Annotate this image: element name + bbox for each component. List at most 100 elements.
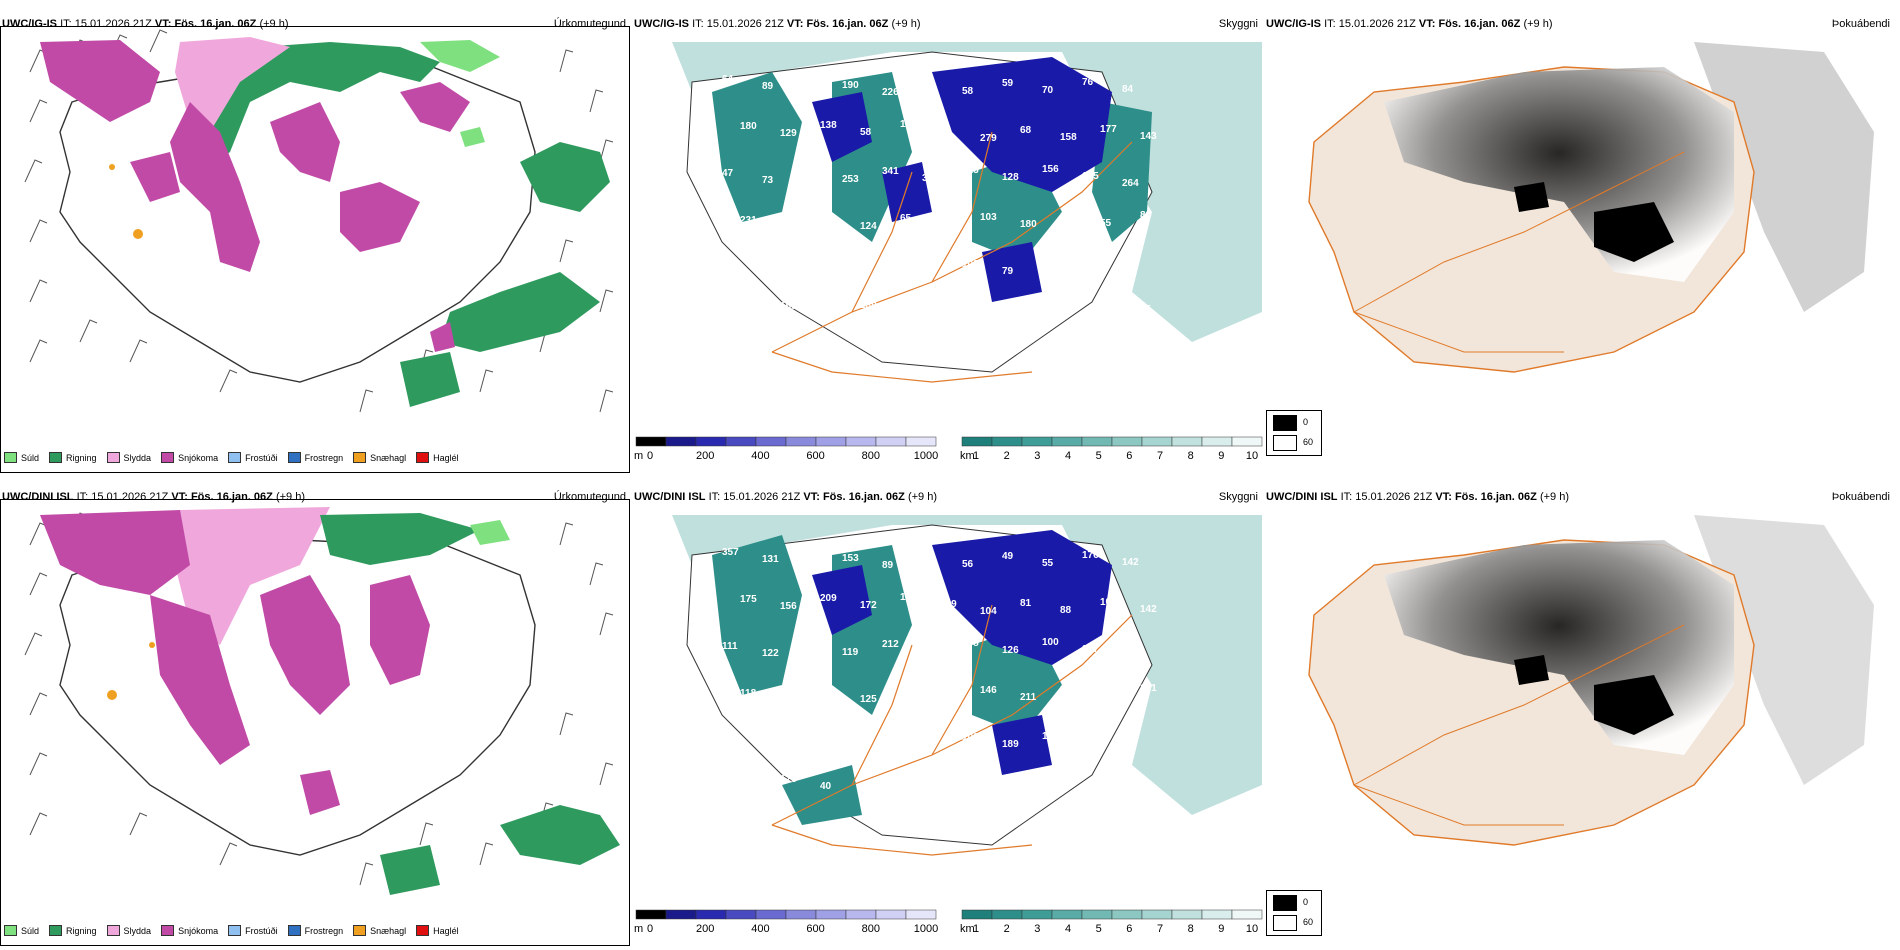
colorbar-cell [1021, 909, 1053, 920]
graupel-dots [109, 164, 143, 239]
visibility-label: 84 [1122, 84, 1134, 95]
fog-legend-swatch-light [1273, 915, 1297, 931]
colorbar-tick: 3 [1034, 450, 1040, 462]
colorbar-cell [1201, 909, 1233, 920]
colorbar-tick: 1 [973, 450, 979, 462]
visibility-label: 158 [740, 309, 757, 320]
visibility-label: 180 [1020, 219, 1037, 230]
fog-legend-label: 0 [1303, 417, 1309, 427]
colorbar-tick: 400 [751, 923, 769, 935]
visibility-label: 47 [722, 168, 734, 179]
visibility-label: 100 [962, 732, 979, 743]
visibility-label: 149 [820, 308, 837, 319]
visibility-label: 190 [842, 80, 859, 91]
legend-item: Snæhagl [353, 452, 406, 463]
colorbar-cell [845, 436, 877, 447]
panel-title: Skyggni [1218, 491, 1258, 503]
visibility-label: 182 [1020, 313, 1037, 324]
panel-title: Þokuábendi [1831, 18, 1890, 30]
visibility-label: 64 [722, 74, 734, 85]
visibility-label: 77 [1122, 730, 1134, 741]
visibility-label: 177 [1100, 124, 1117, 135]
visibility-label: 209 [820, 593, 837, 604]
colorbar-cell [1081, 436, 1113, 447]
colorbar-cell [845, 909, 877, 920]
legend-item: Frostúði [228, 452, 278, 463]
high-cloud-areas [812, 57, 1112, 302]
colorbar-cell [991, 436, 1023, 447]
visibility-label: 231 [740, 215, 757, 226]
snow-areas [40, 40, 470, 352]
legend-item: Slydda [106, 925, 151, 936]
visibility-label: 156 [780, 601, 797, 612]
legend-swatch [49, 452, 63, 463]
colorbar-cell [725, 436, 757, 447]
colorbar-tick: 7 [1157, 450, 1163, 462]
colorbar-cell [1141, 909, 1173, 920]
colorbar-cell [1111, 436, 1143, 447]
fog-index-map [1308, 515, 1874, 846]
visibility-label: 241 [842, 268, 859, 279]
visibility-label: 142 [1122, 557, 1139, 568]
visibility-label: 69 [922, 740, 934, 751]
visibility-label: 76 [1082, 77, 1094, 88]
ptype-legend: Súld Rigning Slydda Snjókoma Frostúði Fr… [4, 452, 459, 463]
high-cloud-areas [812, 530, 1112, 775]
fog-legend-label: 0 [1303, 897, 1309, 907]
colorbar-tick: 10 [1246, 923, 1258, 935]
visibility-label: 55 [1042, 558, 1054, 569]
colorbar-cell [755, 909, 787, 920]
legend-item: Súld [4, 452, 39, 463]
visibility-label: 126 [1100, 691, 1117, 702]
legend-swatch [416, 925, 430, 936]
visibility-label: 73 [762, 175, 774, 186]
colorbar-cell [1231, 909, 1263, 920]
visibility-label: 211 [1020, 692, 1037, 703]
panel-title: Úrkomutegund [553, 18, 626, 30]
map-frame [0, 499, 630, 946]
colorbar-unit: m [634, 450, 643, 462]
visibility-label: 100 [1100, 597, 1117, 608]
colorbar-tick: 4 [1065, 923, 1071, 935]
road-network [1353, 624, 1685, 826]
colorbar-tick: 9 [1218, 450, 1224, 462]
colorbar-cell [785, 909, 817, 920]
colorbar-cell [961, 909, 993, 920]
colorbar-cell [1231, 436, 1263, 447]
colorbar-tick: 600 [806, 450, 824, 462]
visibility-label: 57 [922, 79, 934, 90]
colorbar-unit: km [960, 450, 975, 462]
colorbar-tick: 7 [1157, 923, 1163, 935]
visibility-label: 138 [820, 120, 837, 131]
sleet-areas [175, 37, 290, 132]
visibility-label: 264 [1122, 178, 1139, 189]
legend-swatch [287, 452, 301, 463]
visibility-label: 96 [722, 262, 734, 273]
visibility-label: 75 [922, 267, 934, 278]
colorbar-cell [665, 909, 697, 920]
legend-item: Frostregn [287, 452, 343, 463]
visibility-label: 109 [802, 261, 819, 272]
precip-type-map [24, 507, 620, 895]
fog-legend-1: 0 60 [1266, 410, 1322, 456]
visibility-label: 119 [842, 647, 859, 658]
legend-swatch [353, 925, 367, 936]
visibility-label: 253 [842, 174, 859, 185]
colorbar-tick: 9 [1218, 923, 1224, 935]
fog-legend-2: 0 60 [1266, 890, 1322, 936]
visibility-label: 105 [762, 727, 779, 738]
visibility-label: 189 [940, 599, 957, 610]
colorbar-tick: 2 [1004, 923, 1010, 935]
fog-map-panel-1: UWC/IG-IS IT: 15.01.2026 21Z VT: Fös. 16… [1264, 12, 1896, 477]
visibility-label: 107 [802, 88, 819, 99]
visibility-label: 212 [882, 639, 899, 650]
colorbar-cell [665, 436, 697, 447]
fog-legend-label: 60 [1303, 917, 1314, 927]
legend-item: Rigning [49, 925, 97, 936]
visibility-label: 184 [922, 646, 939, 657]
fog-field-sea [1694, 515, 1874, 785]
visibility-label: 61 [882, 733, 894, 744]
colorbar-km: km1 2 3 4 5 6 7 8 9 10 [960, 909, 1263, 935]
colorbar-tick: 1 [973, 923, 979, 935]
rain-areas [320, 513, 620, 895]
